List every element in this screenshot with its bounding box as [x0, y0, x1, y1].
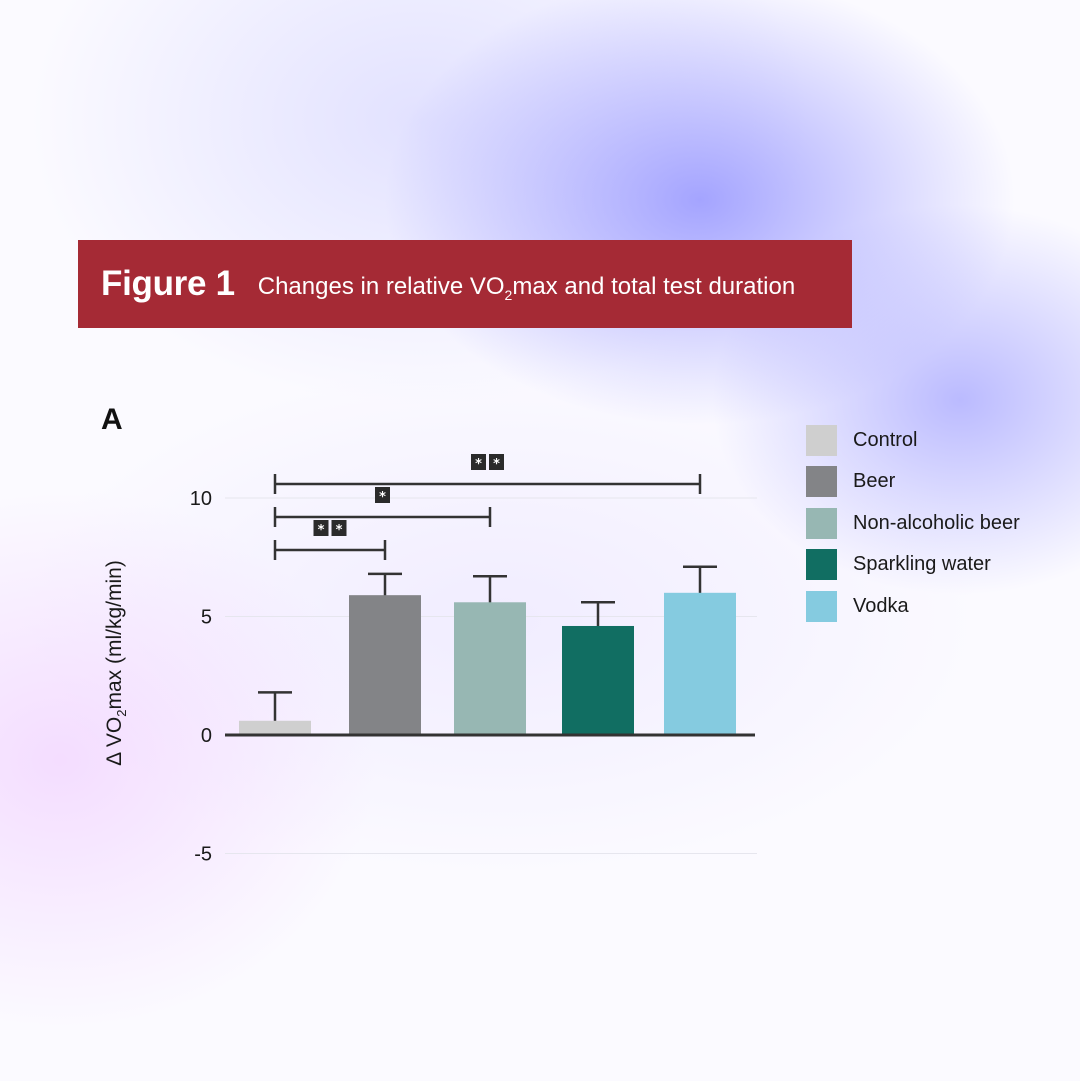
- figure-subtitle-subscript: 2: [504, 287, 513, 303]
- bar: [664, 592, 736, 735]
- legend-swatch: [806, 466, 837, 497]
- figure-label: Figure 1: [101, 264, 235, 303]
- legend-label: Non-alcoholic beer: [853, 511, 1020, 534]
- legend-item: Control: [806, 424, 1020, 456]
- significance-marker-box: [331, 520, 347, 536]
- legend-swatch: [806, 424, 837, 456]
- legend-item: Beer: [806, 466, 1020, 497]
- figure-banner: Figure 1 Changes in relative VO2max and …: [78, 240, 852, 328]
- significance-marker-box: [489, 454, 504, 470]
- legend-label: Vodka: [853, 594, 909, 617]
- legend-swatch: [806, 507, 837, 539]
- legend-item: Non-alcoholic beer: [806, 507, 1020, 539]
- chart-legend: Control Beer Non-alcoholic beer Sparkling w…: [806, 424, 1020, 633]
- bar: [454, 602, 526, 735]
- bar: [239, 720, 311, 735]
- figure-subtitle-post: max and total test duration: [512, 273, 796, 300]
- y-tick-label: 5: [201, 607, 212, 629]
- y-tick-label: 0: [201, 725, 212, 747]
- significance-marker-box: [471, 454, 486, 470]
- significance-star: *: [475, 457, 482, 472]
- significance-marker-box: [375, 487, 390, 503]
- legend-swatch: [806, 549, 837, 580]
- significance-star: *: [336, 523, 343, 538]
- panel-label: A: [101, 403, 123, 436]
- bar: [562, 625, 634, 735]
- figure-subtitle: Changes in relative VO2max and total tes…: [257, 273, 796, 303]
- legend-label: Beer: [853, 470, 896, 492]
- significance-marker-box: [313, 520, 329, 536]
- legend-item: Sparkling water: [806, 549, 1020, 580]
- significance-star: *: [318, 523, 325, 538]
- legend-swatch: [806, 590, 837, 622]
- legend-item: Vodka: [806, 590, 1020, 622]
- legend-label: Control: [853, 428, 918, 451]
- figure-subtitle-pre: Changes in relative VO: [257, 273, 505, 300]
- y-tick-label: 10: [190, 488, 212, 510]
- significance-star: *: [379, 490, 386, 505]
- significance-star: *: [493, 457, 500, 472]
- legend-label: Sparkling water: [853, 553, 991, 575]
- y-tick-label: -5: [194, 844, 212, 866]
- bar: [349, 595, 421, 735]
